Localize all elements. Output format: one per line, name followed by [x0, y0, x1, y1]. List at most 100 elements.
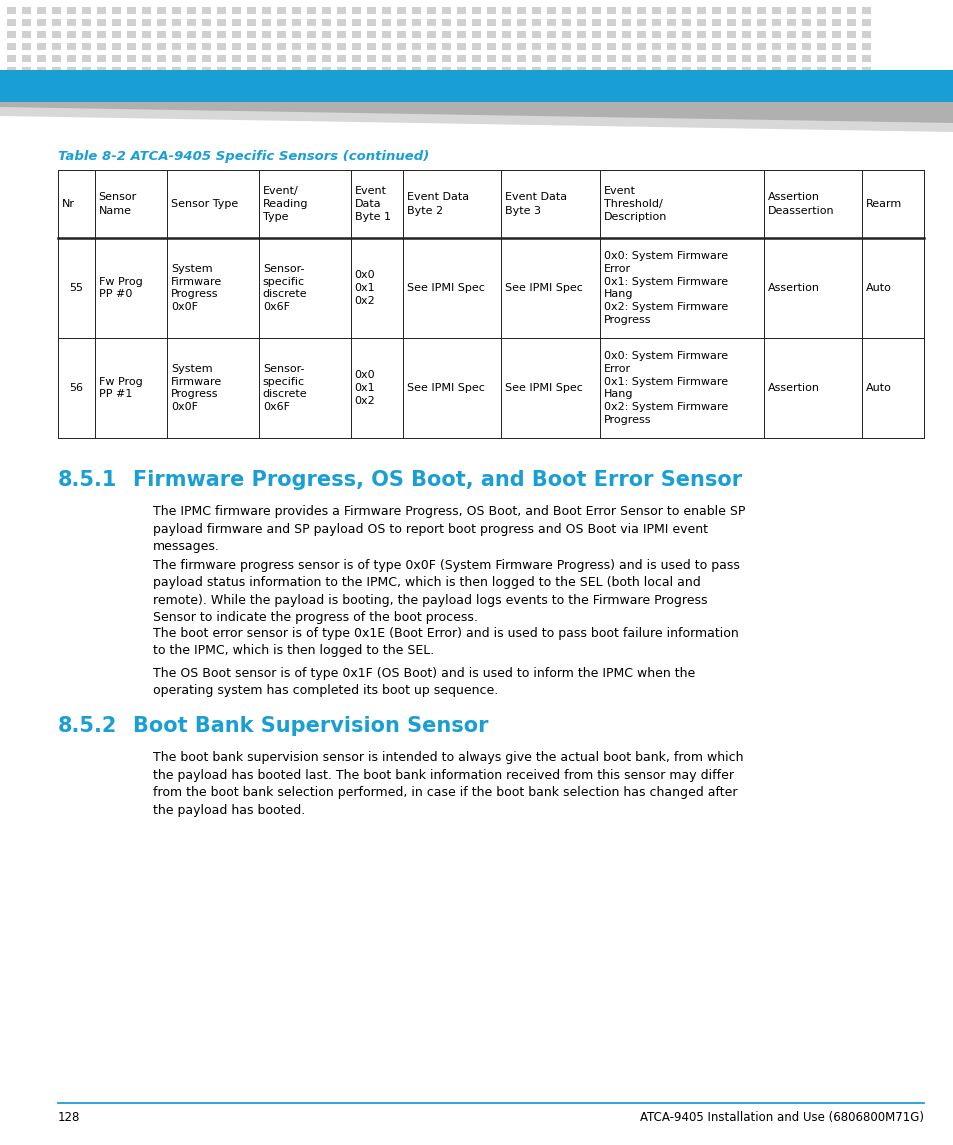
Bar: [697, 44, 705, 50]
Bar: [577, 79, 585, 86]
Bar: [322, 55, 331, 62]
Bar: [187, 79, 195, 86]
Bar: [517, 55, 525, 62]
Text: See IPMI Spec: See IPMI Spec: [505, 283, 583, 293]
Bar: [157, 19, 166, 26]
Bar: [862, 44, 870, 50]
Bar: [37, 79, 46, 86]
Bar: [127, 31, 136, 38]
Text: Assertion
Deassertion: Assertion Deassertion: [767, 192, 834, 215]
Bar: [666, 19, 676, 26]
Bar: [637, 68, 645, 74]
Bar: [441, 44, 451, 50]
Bar: [651, 19, 660, 26]
Bar: [621, 7, 630, 14]
Bar: [621, 55, 630, 62]
Bar: [862, 55, 870, 62]
Bar: [666, 31, 676, 38]
Bar: [501, 31, 511, 38]
Bar: [681, 68, 690, 74]
Bar: [757, 44, 765, 50]
Bar: [336, 55, 346, 62]
Bar: [412, 44, 420, 50]
Bar: [352, 68, 360, 74]
Bar: [381, 19, 391, 26]
Bar: [711, 79, 720, 86]
Bar: [831, 55, 841, 62]
Bar: [112, 31, 121, 38]
Bar: [801, 31, 810, 38]
Bar: [606, 55, 616, 62]
Bar: [651, 68, 660, 74]
Bar: [637, 44, 645, 50]
Bar: [97, 44, 106, 50]
Bar: [322, 79, 331, 86]
Bar: [67, 68, 76, 74]
Bar: [292, 44, 301, 50]
Bar: [441, 31, 451, 38]
Bar: [396, 68, 406, 74]
Bar: [82, 79, 91, 86]
Bar: [381, 31, 391, 38]
Text: ATCA-9405 Installation and Use (6806800M71G): ATCA-9405 Installation and Use (6806800M…: [639, 1111, 923, 1124]
Bar: [352, 55, 360, 62]
Bar: [112, 44, 121, 50]
Bar: [202, 68, 211, 74]
Bar: [846, 44, 855, 50]
Bar: [52, 79, 61, 86]
Bar: [816, 19, 825, 26]
Bar: [202, 44, 211, 50]
Bar: [142, 55, 151, 62]
Bar: [666, 79, 676, 86]
Bar: [771, 19, 781, 26]
Bar: [22, 31, 30, 38]
Bar: [517, 68, 525, 74]
Bar: [157, 79, 166, 86]
Bar: [771, 7, 781, 14]
Bar: [412, 7, 420, 14]
Bar: [846, 31, 855, 38]
Bar: [37, 55, 46, 62]
Bar: [7, 79, 16, 86]
Bar: [22, 68, 30, 74]
Bar: [456, 19, 465, 26]
Bar: [741, 7, 750, 14]
Bar: [307, 7, 315, 14]
Bar: [396, 79, 406, 86]
Bar: [681, 19, 690, 26]
Text: 0x0: System Firmware
Error
0x1: System Firmware
Hang
0x2: System Firmware
Progre: 0x0: System Firmware Error 0x1: System F…: [603, 251, 727, 325]
Bar: [7, 55, 16, 62]
Text: Fw Prog
PP #0: Fw Prog PP #0: [99, 277, 142, 299]
Bar: [82, 19, 91, 26]
Bar: [816, 55, 825, 62]
Text: System
Firmware
Progress
0x0F: System Firmware Progress 0x0F: [171, 364, 222, 412]
Bar: [276, 68, 286, 74]
Bar: [412, 19, 420, 26]
Bar: [831, 44, 841, 50]
Polygon shape: [0, 102, 953, 124]
Bar: [862, 31, 870, 38]
Bar: [142, 19, 151, 26]
Bar: [651, 31, 660, 38]
Bar: [862, 68, 870, 74]
Bar: [472, 68, 480, 74]
Bar: [202, 19, 211, 26]
Bar: [336, 44, 346, 50]
Bar: [276, 44, 286, 50]
Bar: [172, 31, 181, 38]
Bar: [82, 31, 91, 38]
Bar: [412, 79, 420, 86]
Bar: [381, 7, 391, 14]
Bar: [592, 19, 600, 26]
Bar: [456, 68, 465, 74]
Bar: [112, 79, 121, 86]
Bar: [486, 44, 496, 50]
Text: The boot bank supervision sensor is intended to always give the actual boot bank: The boot bank supervision sensor is inte…: [152, 751, 742, 816]
Bar: [232, 68, 241, 74]
Bar: [741, 19, 750, 26]
Bar: [381, 79, 391, 86]
Bar: [621, 68, 630, 74]
Bar: [592, 55, 600, 62]
Bar: [726, 44, 735, 50]
Text: 8.5.2: 8.5.2: [58, 717, 117, 736]
